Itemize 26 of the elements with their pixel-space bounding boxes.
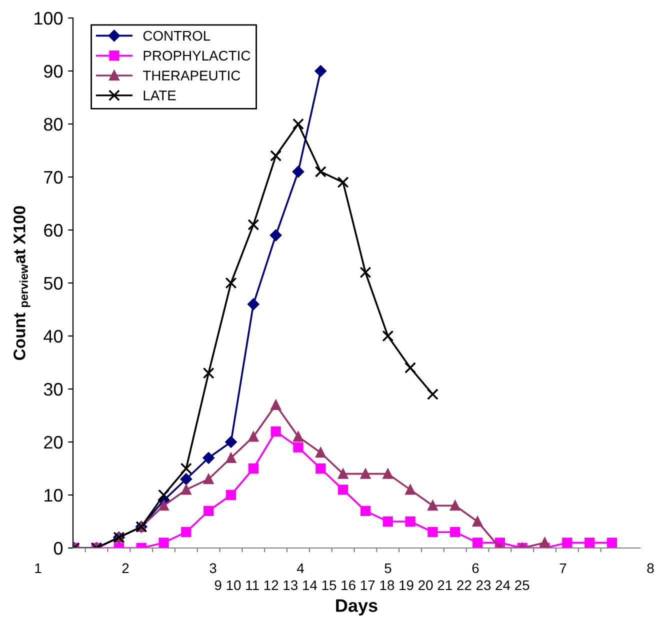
y-tick-label: 80	[44, 118, 63, 131]
y-tick-label: 0	[54, 542, 63, 555]
y-tick-label: 70	[44, 170, 63, 184]
y-tick-label: 10	[44, 488, 63, 502]
text: 5	[384, 563, 392, 574]
y-axis-title: Count $_{perview}$at X100	[14, 206, 30, 360]
text: 7	[560, 563, 566, 573]
y-tick-label: 90	[44, 64, 63, 78]
legend-label: PROPHYLACTIC	[144, 50, 250, 61]
legend-label: THERAPEUTIC	[142, 70, 240, 80]
y-tick-label: 50	[44, 276, 63, 290]
text: 1	[35, 563, 42, 573]
text: 9 10 11 12 13 14 15 16 17 18 19 20 21 22 23 24 25	[214, 580, 530, 590]
legend-label: LATE	[144, 90, 176, 100]
text: 6	[472, 563, 479, 574]
y-tick-label: 100	[34, 12, 63, 25]
text: 2	[122, 563, 129, 573]
text: 4	[296, 563, 304, 573]
text: 3	[210, 563, 216, 574]
y-tick-label: 60	[44, 224, 63, 237]
y-tick-label: 20	[44, 436, 63, 449]
y-tick-label: 40	[44, 330, 63, 343]
y-tick-label: 30	[44, 382, 63, 396]
text: 8	[647, 563, 654, 574]
x-axis-title: Days	[336, 599, 378, 616]
legend-label: CONTROL	[143, 30, 210, 41]
